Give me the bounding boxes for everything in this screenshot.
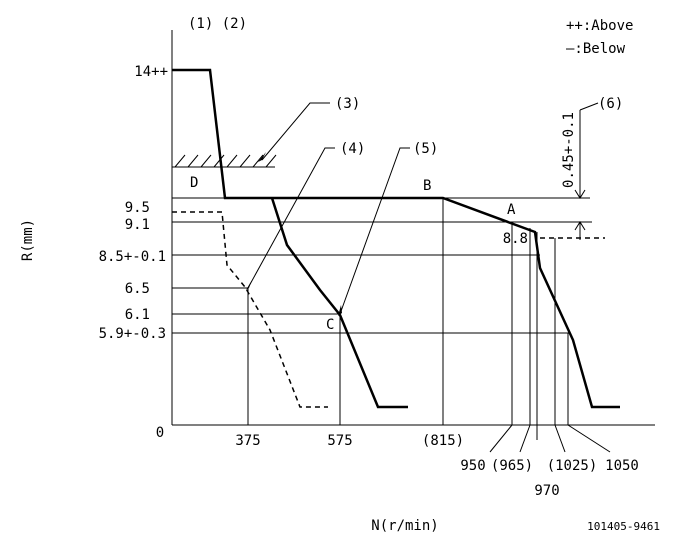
curves [172, 68, 620, 409]
legend-above: ++:Above [566, 18, 633, 34]
callout: (3) [335, 96, 360, 112]
tolerance: 0.45+-0.1 [561, 112, 577, 188]
y-title: R(mm) [20, 219, 36, 261]
legend-below: —:Below [566, 41, 626, 57]
x-label: (1025) [547, 458, 598, 474]
y-label: 9.5 [125, 200, 150, 216]
point-label: C [326, 317, 334, 333]
y-label: 5.9+-0.3 [99, 326, 166, 342]
code: 101405-9461 [587, 520, 660, 533]
hatch [172, 154, 277, 168]
leaders [246, 102, 410, 316]
point-label: A [507, 202, 516, 218]
axes [171, 30, 655, 426]
y-label: 6.1 [125, 307, 150, 323]
point-label: D [190, 175, 198, 191]
y-label: 9.1 [125, 217, 150, 233]
callout: (6) [598, 96, 623, 112]
x-label: 970 [534, 483, 559, 499]
x-label: 950 [460, 458, 485, 474]
x-label: 1050 [605, 458, 639, 474]
x-title: N(r/min) [371, 518, 438, 534]
y-label: 8.5+-0.1 [99, 249, 166, 265]
x-label: 575 [327, 433, 352, 449]
y-label: 6.5 [125, 281, 150, 297]
x-label: (815) [422, 433, 464, 449]
x-label: 375 [235, 433, 260, 449]
point-label: B [423, 178, 431, 194]
x-label: (965) [491, 458, 533, 474]
callout: (5) [413, 141, 438, 157]
callout: (4) [340, 141, 365, 157]
value-note: 8.8 [503, 231, 528, 247]
y-label: 14++ [134, 64, 168, 80]
refs: (1) (2) [188, 16, 247, 32]
x-label: 0 [156, 425, 164, 441]
